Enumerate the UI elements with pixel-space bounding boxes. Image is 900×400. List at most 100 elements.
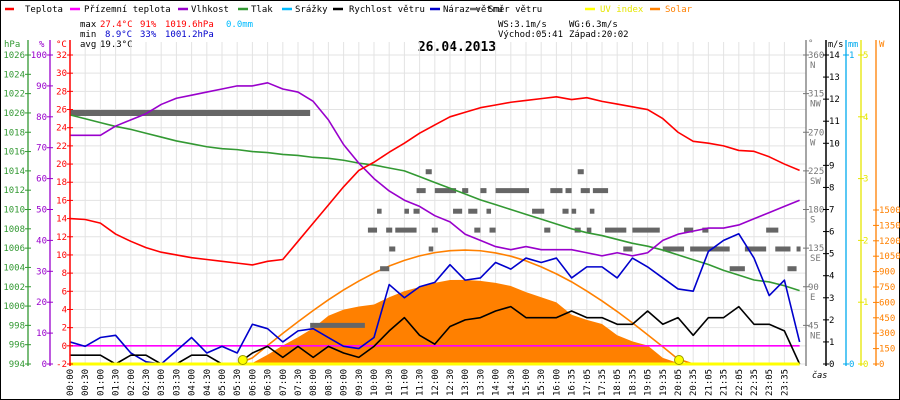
axis-tick-label-celsius: 8: [62, 269, 67, 279]
uv-marker: [674, 355, 685, 365]
wind-direction-mark: [577, 169, 584, 175]
plot-area: [69, 82, 801, 366]
x-tick-label: 08:00: [309, 369, 319, 396]
x-tick-label: 10:30: [385, 369, 395, 396]
axis-unit-degree: °: [808, 39, 813, 49]
axis-tick-label-hpa: 994: [9, 360, 25, 370]
axis-tick-label-degree: 135: [808, 244, 824, 254]
stat-max-humidity: 91%: [140, 20, 157, 30]
stat-min-humidity: 33%: [140, 30, 157, 40]
x-tick-label: 21:05: [704, 369, 714, 396]
wind-direction-mark: [571, 208, 577, 214]
x-tick-label: 12:00: [431, 369, 441, 396]
x-tick-label: 05:30: [233, 369, 243, 396]
axis-tick-label-hpa: 1020: [3, 109, 25, 119]
axis-tick-sublabel-degree: NE: [810, 331, 821, 341]
x-tick-label: 13:30: [476, 369, 486, 396]
axis-tick-label-celsius: 12: [56, 233, 67, 243]
wind-direction-mark: [580, 188, 590, 194]
wind-direction-mark: [632, 227, 660, 233]
axis-tick-label-celsius: 0: [62, 342, 67, 352]
series-line-tlak: [69, 114, 800, 292]
wind-direction-mark: [766, 227, 779, 233]
wind-direction-mark: [386, 227, 393, 233]
axis-unit-w: W: [879, 40, 885, 50]
wind-direction-mark: [367, 227, 378, 233]
x-tick-label: 20:05: [674, 369, 684, 396]
wind-direction-mark: [495, 188, 530, 194]
wind-direction-mark: [462, 188, 469, 194]
x-tick-label: 19:35: [659, 369, 669, 396]
axis-tick-label-percent: 20: [36, 298, 47, 308]
wind-direction-mark: [428, 246, 434, 252]
stat-min-label: min: [80, 30, 96, 40]
wind-direction-mark: [690, 246, 730, 252]
axis-tick-label-hpa: 1016: [3, 148, 25, 158]
x-tick-label: 16:00: [552, 369, 562, 396]
axis-tick-label-celsius: 20: [56, 160, 67, 170]
legend-label: Tlak: [251, 5, 273, 15]
x-tick-label: 04:30: [203, 369, 213, 396]
axis-tick-label-celsius: 28: [56, 87, 67, 97]
axis-tick-label-ms: 6: [829, 228, 834, 238]
axis-tick-label-w: 1350: [879, 221, 900, 231]
axis-tick-label-percent: 30: [36, 267, 47, 277]
wind-direction-mark: [744, 246, 767, 252]
wind-direction-mark: [377, 208, 382, 214]
x-tick-label: 18:35: [628, 369, 638, 396]
axis-tick-label-celsius: 18: [56, 178, 67, 188]
axis-tick-label-ms: 12: [829, 95, 840, 105]
axis-tick-label-ms: 0: [829, 360, 834, 370]
axis-unit-mm: mm: [848, 40, 858, 50]
legend-label: Solar: [665, 5, 693, 15]
axis-tick-label-celsius: -2: [56, 360, 67, 370]
axis-tick-label-ms: 4: [829, 272, 834, 282]
series-line-teplota: [69, 96, 800, 266]
wind-direction-mark: [310, 322, 365, 328]
wind-direction-mark: [562, 208, 569, 214]
legend-item-rychlost-vetru: Rychlost větru: [333, 5, 425, 15]
wind-direction-mark: [623, 246, 633, 252]
axis-unit-ms: m/s: [828, 40, 843, 50]
axis-tick-label-degree: 360: [808, 51, 824, 61]
legend-item-prizemni-teplota: Přízemní teplota: [70, 5, 171, 15]
legend-item-tlak: Tlak: [238, 5, 273, 15]
axis-tick-label-w: 150: [879, 345, 895, 355]
axes: 9949969981000100210041006100810101012101…: [3, 40, 900, 370]
axis-tick-label-degree: 45: [808, 321, 819, 331]
axis-tick-label-hpa: 1008: [3, 225, 25, 235]
axis-tick-label-ms: 3: [829, 294, 834, 304]
axis-tick-label-celsius: 2: [62, 324, 67, 334]
stat-sunrise: Východ:05:41: [498, 30, 563, 40]
axis-tick-label-ms: 13: [829, 73, 840, 83]
axis-tick-label-ms: 1: [829, 338, 834, 348]
x-tick-label: 02:30: [142, 369, 152, 396]
axis-tick-label-degree: 225: [808, 167, 824, 177]
legend-item-smer-vetru: Směr větru: [470, 5, 542, 15]
stat-min-temp: 8.9°C: [105, 30, 132, 40]
stats-block: max 27.4°C 91% 1019.6hPa 0.0mm min 8.9°C…: [80, 20, 629, 50]
axis-tick-label-hpa: 998: [9, 321, 25, 331]
x-axis-label: čas: [812, 370, 827, 381]
axis-tick-label-uv: 5: [863, 51, 868, 61]
axis-tick-label-uv: 1: [863, 298, 868, 308]
wind-direction-mark: [787, 266, 797, 272]
x-tick-label: 07:00: [279, 369, 289, 396]
wind-direction-mark: [425, 169, 432, 175]
legend-label: Přízemní teplota: [84, 5, 171, 15]
x-tick-label: 19:05: [644, 369, 654, 396]
axis-tick-label-hpa: 1002: [3, 283, 25, 293]
wind-direction-mark: [489, 227, 496, 233]
axis-tick-label-degree: 315: [808, 90, 824, 100]
wind-direction-mark: [431, 227, 438, 233]
stat-max-label: max: [80, 20, 97, 30]
axis-tick-label-celsius: 26: [56, 106, 67, 116]
x-tick-label: 17:05: [583, 369, 593, 396]
series-line-rychlost-v-tru: [70, 305, 801, 365]
stat-max-pressure: 1019.6hPa: [165, 20, 214, 30]
axis-tick-label-celsius: 22: [56, 142, 67, 152]
wind-direction-mark: [70, 110, 311, 117]
legend-label: Vlhkost: [191, 5, 229, 15]
wind-direction-mark: [389, 246, 396, 252]
